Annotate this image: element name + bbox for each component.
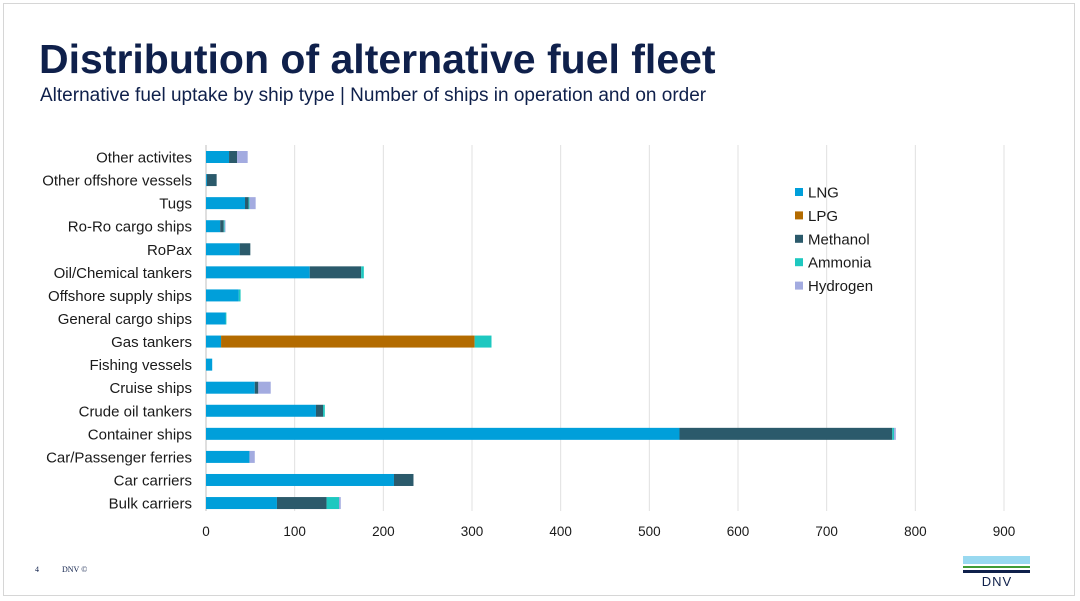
category-label: Bulk carriers <box>109 496 192 513</box>
x-tick-label: 800 <box>904 524 927 539</box>
page-number: 4 <box>35 565 39 574</box>
legend-label: Ammonia <box>808 255 872 272</box>
legend-label: LPG <box>808 208 838 225</box>
copyright-text: DNV © <box>62 565 88 574</box>
bar-segment <box>315 404 324 417</box>
bar-segment <box>224 220 226 233</box>
x-tick-label: 600 <box>727 524 750 539</box>
bar-segment <box>206 151 230 163</box>
x-tick-label: 700 <box>815 524 838 539</box>
bar-segment <box>245 197 249 210</box>
category-label: Cruise ships <box>109 380 192 397</box>
bar-segment <box>206 266 310 279</box>
page-subtitle: Alternative fuel uptake by ship type | N… <box>40 85 707 106</box>
x-tick-label: 900 <box>993 524 1016 539</box>
category-label: Tugs <box>159 196 192 213</box>
category-label: Crude oil tankers <box>79 403 192 420</box>
bar-segment <box>239 243 251 256</box>
bar-segment <box>220 220 224 233</box>
bar-segment <box>206 497 277 510</box>
bar-segment <box>206 404 316 417</box>
legend-swatch <box>795 258 803 267</box>
bar-segment <box>393 473 414 486</box>
slide: Distribution of alternative fuel fleet A… <box>3 3 1075 596</box>
bar-segment <box>249 197 256 210</box>
bar-segment <box>238 289 241 302</box>
category-label: RoPax <box>147 242 193 259</box>
legend-label: Methanol <box>808 231 870 248</box>
legend-label: Hydrogen <box>808 278 873 295</box>
bar-segment <box>361 266 364 279</box>
category-label: Fishing vessels <box>89 357 192 374</box>
bar-segment <box>679 427 893 440</box>
x-tick-label: 400 <box>549 524 572 539</box>
bar-segment <box>206 335 222 348</box>
legend-swatch <box>795 234 803 243</box>
bar-segment <box>206 473 394 486</box>
bar-segment <box>206 174 217 187</box>
x-tick-label: 300 <box>461 524 484 539</box>
bar-segment <box>206 197 246 210</box>
category-label: Container ships <box>88 426 192 443</box>
legend-swatch <box>795 211 803 220</box>
bar-segment <box>339 497 341 510</box>
category-label: Other offshore vessels <box>42 173 192 190</box>
bar-segment <box>229 151 238 163</box>
legend-swatch <box>795 188 803 196</box>
page-title: Distribution of alternative fuel fleet <box>39 36 716 82</box>
bar-segment <box>474 335 492 348</box>
legend-swatch <box>795 281 803 290</box>
bar-segment <box>206 174 207 187</box>
bar-segment <box>225 312 227 325</box>
bar-segment <box>309 266 362 279</box>
bar-segment <box>206 220 221 233</box>
bar-segment <box>276 497 327 510</box>
category-label: Other activites <box>96 150 192 167</box>
bar-segment <box>249 450 255 463</box>
bar-segment <box>323 404 325 417</box>
bar-segment <box>258 381 271 394</box>
dnv-logo: DNV <box>963 556 1030 588</box>
x-tick-label: 100 <box>283 524 306 539</box>
bar-segment <box>206 243 240 256</box>
x-tick-label: 500 <box>638 524 661 539</box>
legend-label: LNG <box>808 185 839 202</box>
x-tick-label: 200 <box>372 524 395 539</box>
svg-text:DNV: DNV <box>982 574 1012 588</box>
bar-segment <box>248 197 250 210</box>
category-label: Oil/Chemical tankers <box>54 265 192 282</box>
bar-segment <box>206 358 213 371</box>
x-tick-label: 0 <box>202 524 210 539</box>
bar-segment <box>326 497 339 510</box>
category-label: Car/Passenger ferries <box>46 449 192 466</box>
bar-segment <box>206 289 239 302</box>
category-label: Car carriers <box>114 472 192 489</box>
category-label: Ro-Ro cargo ships <box>68 219 192 236</box>
bar-segment <box>254 381 259 394</box>
bar-segment <box>223 220 225 233</box>
bar-segment <box>206 381 255 394</box>
bar-segment <box>892 427 895 440</box>
bar-segment <box>206 450 250 463</box>
bar-segment <box>237 151 248 163</box>
category-label: Offshore supply ships <box>48 288 192 305</box>
bar-segment <box>206 427 680 440</box>
category-label: Gas tankers <box>111 334 192 351</box>
category-label: General cargo ships <box>58 311 192 328</box>
bar-segment <box>206 312 226 325</box>
bar-segment <box>221 335 475 348</box>
bar-segment <box>894 427 896 440</box>
